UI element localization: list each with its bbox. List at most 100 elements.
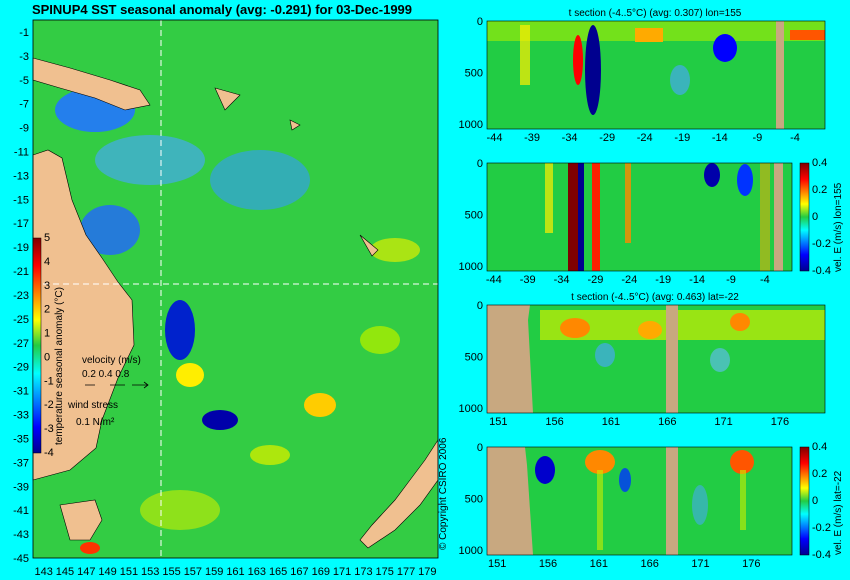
anomaly-blob (80, 542, 100, 554)
velocity-colorbar-tick: 0.2 (812, 468, 827, 480)
section-x-tick: -19 (674, 132, 690, 144)
map-x-tick: 159 (205, 566, 223, 578)
map-x-ticks: 143 145 147 149 151 153 155 157 159 161 163 165 167 1… (34, 566, 436, 578)
map-y-tick: -29 (13, 362, 29, 374)
section-x-tick: -34 (554, 274, 570, 286)
panel-3-title: t section (-4..5°C) (avg: 0.463) lat=-22 (571, 292, 739, 303)
map-y-tick: -45 (13, 553, 29, 565)
sst-colorbar-label: temperature seasonal anomaly (°C) (54, 287, 65, 445)
section-x-tick: -19 (655, 274, 671, 286)
section-x-tick: -14 (689, 274, 705, 286)
map-y-tick: -11 (14, 147, 29, 159)
section-x-tick: -29 (599, 132, 615, 144)
velocity-colorbar-tick: -0.2 (812, 522, 831, 534)
velocity-colorbar-tick: -0.4 (812, 265, 831, 277)
map-y-tick: -17 (13, 218, 29, 230)
land-islands (214, 87, 379, 257)
panel-2-x-ticks: -44 -39 -34 -29 -24 -19 -14 -9 -4 (486, 274, 770, 286)
map-title: SPINUP4 SST seasonal anomaly (avg: -0.29… (32, 2, 412, 17)
sst-colorbar (32, 237, 42, 454)
sst-colorbar-tick: -3 (44, 423, 54, 435)
section-x-tick: -39 (520, 274, 536, 286)
sst-colorbar-tick: -1 (44, 375, 54, 387)
section-panel-2 (486, 162, 810, 272)
land-australia (32, 149, 135, 481)
section-x-tick: 176 (742, 558, 760, 570)
section-x-tick: -14 (712, 132, 728, 144)
section-x-tick: -39 (524, 132, 540, 144)
map-x-tick: 143 (34, 566, 52, 578)
section-x-tick: 166 (658, 416, 676, 428)
anomaly-blob (360, 326, 400, 354)
velocity-colorbar-tick: -0.2 (812, 238, 831, 250)
section-x-tick: -44 (486, 274, 502, 286)
map-y-tick: -9 (19, 123, 29, 135)
map-x-tick: 147 (77, 566, 95, 578)
panel-1-y-ticks: 0 500 1000 (459, 16, 483, 131)
section-x-tick: 156 (545, 416, 563, 428)
section-y-tick: 0 (477, 442, 483, 454)
wind-legend-label: wind stress (67, 400, 118, 411)
map-x-tick: 167 (290, 566, 308, 578)
anomaly-blob (95, 135, 205, 185)
map-x-tick: 157 (184, 566, 202, 578)
map-x-tick: 175 (376, 566, 394, 578)
panel-1-title: t section (-4..5°C) (avg: 0.307) lon=155 (569, 8, 742, 19)
sst-colorbar-tick: -4 (44, 447, 54, 459)
section-y-tick: 1000 (459, 119, 483, 131)
map-x-tick: 171 (333, 566, 351, 578)
panel-4-x-ticks: 151 156 161 166 171 176 (488, 558, 761, 570)
map-x-tick: 155 (162, 566, 180, 578)
velocity-colorbar-tick: 0.4 (812, 441, 827, 453)
anomaly-blob (250, 445, 290, 465)
land-new-guinea (32, 57, 151, 111)
velocity-legend-arrows (85, 381, 149, 389)
map-x-tick: 149 (98, 566, 116, 578)
anomaly-blob (140, 490, 220, 530)
map-x-tick: 151 (120, 566, 138, 578)
section-x-tick: -9 (753, 132, 763, 144)
section-x-tick: 156 (539, 558, 557, 570)
panel-4-colorbar-label: vel. E (m/s) lat=-22 (833, 470, 844, 555)
section-x-tick: 151 (488, 558, 506, 570)
velocity-colorbar-tick: 0.4 (812, 157, 827, 169)
sst-colorbar-tick: 4 (44, 256, 50, 268)
copyright-text: © Copyright CSIRO 2006 (438, 437, 449, 550)
section-x-tick: -29 (587, 274, 603, 286)
sst-colorbar-tick: 1 (44, 328, 50, 340)
section-x-tick: 176 (771, 416, 789, 428)
map-y-tick: -7 (19, 99, 29, 111)
section-y-tick: 500 (465, 209, 483, 221)
panel-2-colorbar-label: vel. E (m/s) lon=155 (833, 182, 844, 272)
map-x-tick: 177 (397, 566, 415, 578)
section-x-tick: -4 (760, 274, 770, 286)
panel-4-colorbar-ticks: 0.4 0.2 0 -0.2 -0.4 (812, 441, 831, 561)
section-x-tick: 171 (714, 416, 732, 428)
map-y-tick: -25 (13, 314, 29, 326)
map-y-tick: -41 (13, 505, 29, 517)
section-x-tick: -9 (726, 274, 736, 286)
map-y-tick: -31 (13, 386, 29, 398)
section-x-tick: -24 (621, 274, 637, 286)
section-x-tick: -4 (790, 132, 800, 144)
section-panel-1 (486, 20, 826, 130)
velocity-colorbar-tick: 0 (812, 495, 818, 507)
section-x-tick: 166 (640, 558, 658, 570)
map-x-tick: 161 (226, 566, 244, 578)
map-x-tick: 153 (141, 566, 159, 578)
panel-4-y-ticks: 0 500 1000 (459, 442, 483, 557)
velocity-colorbar-tick: 0 (812, 211, 818, 223)
section-y-tick: 0 (477, 16, 483, 28)
section-y-tick: 0 (477, 300, 483, 312)
section-x-tick: -24 (637, 132, 653, 144)
map-y-ticks: -1 -3 -5 -7 -9 -11 -13 -15 -17 -19 -21 -23 -25 -27 -29… (13, 27, 29, 565)
map-y-tick: -23 (13, 290, 29, 302)
section-y-tick: 1000 (459, 403, 483, 415)
panel-1-x-ticks: -44 -39 -34 -29 -24 -19 -14 -9 -4 (487, 132, 800, 144)
sst-colorbar-tick: -2 (44, 399, 54, 411)
panel-2-colorbar-ticks: 0.4 0.2 0 -0.2 -0.4 (812, 157, 831, 277)
map-y-tick: -37 (13, 457, 29, 469)
section-y-tick: 500 (465, 493, 483, 505)
anomaly-blob (176, 363, 204, 387)
map-y-tick: -19 (13, 242, 29, 254)
